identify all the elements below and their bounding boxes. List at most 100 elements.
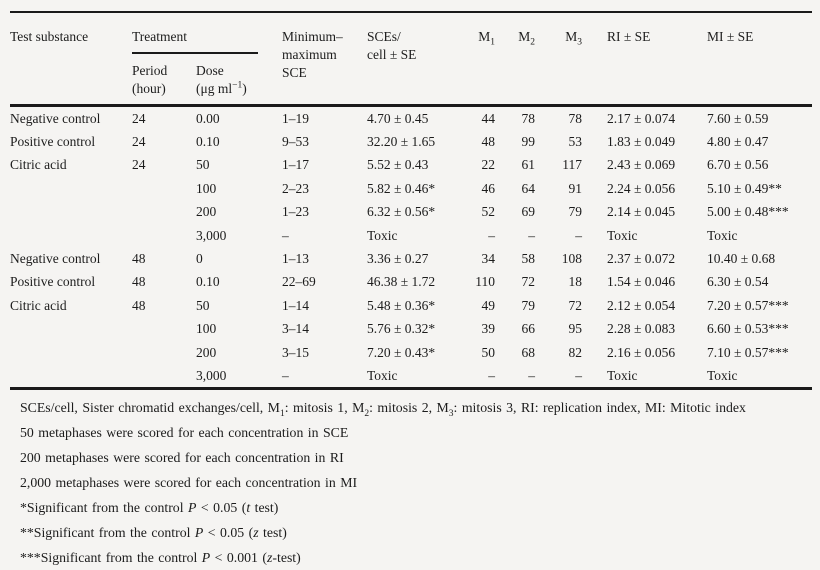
cell-test-substance <box>10 200 132 223</box>
cell-ri: 1.83 ± 0.049 <box>607 133 676 149</box>
header-m3: M3 <box>565 29 582 48</box>
cell-mi: 7.60 ± 0.59 <box>707 103 812 130</box>
cell-ri: 2.16 ± 0.056 <box>607 344 676 360</box>
cell-test-substance: Citric acid <box>10 157 67 173</box>
cell-m1: 39 <box>481 321 496 337</box>
cell-period: 24 <box>132 103 196 130</box>
cell-ri: Toxic <box>607 367 638 383</box>
cell-m2: 72 <box>521 274 536 290</box>
header-m2: M2 <box>518 29 535 48</box>
cell-m3: 78 <box>535 103 582 130</box>
cell-test-substance <box>10 364 132 389</box>
cell-mi: 5.00 ± 0.48*** <box>707 204 789 220</box>
cell-period: 48 <box>132 274 146 290</box>
header-ri: RI ± SE <box>607 29 651 44</box>
cell-min-max-sce: 1–19 <box>282 103 367 130</box>
cell-sce-per-cell: 7.20 ± 0.43* <box>367 344 436 360</box>
cell-sce-per-cell: 6.32 ± 0.56* <box>367 204 436 220</box>
cell-m1: 52 <box>481 204 496 220</box>
cell-m1: 50 <box>481 344 496 360</box>
cell-m1: 48 <box>481 133 496 149</box>
cell-test-substance: Positive control <box>10 133 96 149</box>
cell-dose: 3,000 <box>196 227 227 243</box>
footnote-significance-1: *Significant from the control P < 0.05 (… <box>20 500 279 516</box>
table-row: 100 3–14 5.76 ± 0.32* 39 66 95 2.28 ± 0.083 6.6… <box>10 317 812 340</box>
table-row: Negative control 48 0 1–13 3.36 ± 0.27 34 58 10… <box>10 247 812 270</box>
cell-m2: 58 <box>521 250 536 266</box>
cell-m2: – <box>528 367 535 383</box>
table-row: 3,000 – Toxic – – – Toxic Toxic <box>10 224 812 247</box>
cell-dose: 100 <box>196 180 217 196</box>
cell-min-max-sce: 1–13 <box>282 250 309 266</box>
cell-m1: 49 <box>481 297 496 313</box>
cell-dose: 50 <box>196 157 210 173</box>
cell-m2: 99 <box>521 133 536 149</box>
cell-m1: 44 <box>470 103 495 130</box>
table-footnotes: SCEs/cell, Sister chromatid exchanges/ce… <box>10 390 812 570</box>
cell-mi: Toxic <box>707 227 738 243</box>
cell-ri: 1.54 ± 0.046 <box>607 274 676 290</box>
cell-m3: 117 <box>562 157 582 173</box>
cell-ri: 2.17 ± 0.074 <box>582 103 707 130</box>
table-row: 100 2–23 5.82 ± 0.46* 46 64 91 2.24 ± 0.056 5.1… <box>10 177 812 200</box>
cell-m3: 91 <box>568 180 583 196</box>
cell-m2: 78 <box>495 103 535 130</box>
cell-period: 24 <box>132 133 146 149</box>
cell-sce-per-cell: Toxic <box>367 367 398 383</box>
cell-m1: 110 <box>475 274 495 290</box>
cell-m3: 79 <box>568 204 583 220</box>
table-body: Negative control 24 0.00 1–19 4.70 ± 0.45 44 7… <box>10 103 812 389</box>
cell-mi: 7.10 ± 0.57*** <box>707 344 789 360</box>
cell-mi: 5.10 ± 0.49** <box>707 180 782 196</box>
table-header: Test substance Treatment Minimum– maximum… <box>10 12 812 105</box>
footnote-abbreviations: SCEs/cell, Sister chromatid exchanges/ce… <box>20 400 746 420</box>
cell-period <box>132 341 196 364</box>
cell-m2: 68 <box>521 344 536 360</box>
cell-min-max-sce: – <box>282 227 289 243</box>
cell-m3: 18 <box>568 274 583 290</box>
cell-dose: 200 <box>196 204 217 220</box>
cell-m1: – <box>488 367 495 383</box>
cell-min-max-sce: 3–15 <box>282 344 309 360</box>
cell-min-max-sce: 2–23 <box>282 180 309 196</box>
cell-test-substance: Negative control <box>10 250 101 266</box>
cell-test-substance <box>10 177 132 200</box>
footnote-significance-3: ***Significant from the control P < 0.00… <box>20 550 301 566</box>
cell-ri: 2.37 ± 0.072 <box>607 250 676 266</box>
header-min-max-sce: Minimum– maximum SCE <box>282 29 343 80</box>
cell-m2: 61 <box>521 157 536 173</box>
cell-m3: – <box>575 367 582 383</box>
cell-period: 48 <box>132 297 146 313</box>
cell-min-max-sce: 22–69 <box>282 274 316 290</box>
cell-min-max-sce: 9–53 <box>282 133 309 149</box>
cell-dose: 0.10 <box>196 274 220 290</box>
cell-m2: 69 <box>521 204 536 220</box>
cell-m3: 95 <box>568 321 583 337</box>
cell-dose: 100 <box>196 321 217 337</box>
cell-test-substance <box>10 341 132 364</box>
cell-mi: 6.70 ± 0.56 <box>707 157 769 173</box>
cell-m2: 79 <box>521 297 536 313</box>
cell-dose: 0 <box>196 250 203 266</box>
header-period: Period (hour) <box>132 63 168 96</box>
cell-m2: – <box>528 227 535 243</box>
cell-m3: 72 <box>568 297 583 313</box>
cell-test-substance: Positive control <box>10 274 96 290</box>
cell-period <box>132 317 196 340</box>
cell-test-substance: Citric acid <box>10 297 67 313</box>
cell-sce-per-cell: 46.38 ± 1.72 <box>367 274 436 290</box>
cell-mi: Toxic <box>707 367 738 383</box>
cell-period <box>132 177 196 200</box>
cell-min-max-sce: – <box>282 367 289 383</box>
cell-m1: 46 <box>481 180 496 196</box>
cell-m3: 108 <box>561 250 582 266</box>
cell-sce-per-cell: 5.48 ± 0.36* <box>367 297 436 313</box>
cell-ri: 2.24 ± 0.056 <box>607 180 676 196</box>
results-table: Test substance Treatment Minimum– maximum… <box>10 11 812 391</box>
cell-test-substance <box>10 317 132 340</box>
cell-period: 48 <box>132 250 146 266</box>
cell-dose: 3,000 <box>196 367 227 383</box>
cell-test-substance: Negative control <box>10 103 132 130</box>
cell-test-substance <box>10 224 132 247</box>
